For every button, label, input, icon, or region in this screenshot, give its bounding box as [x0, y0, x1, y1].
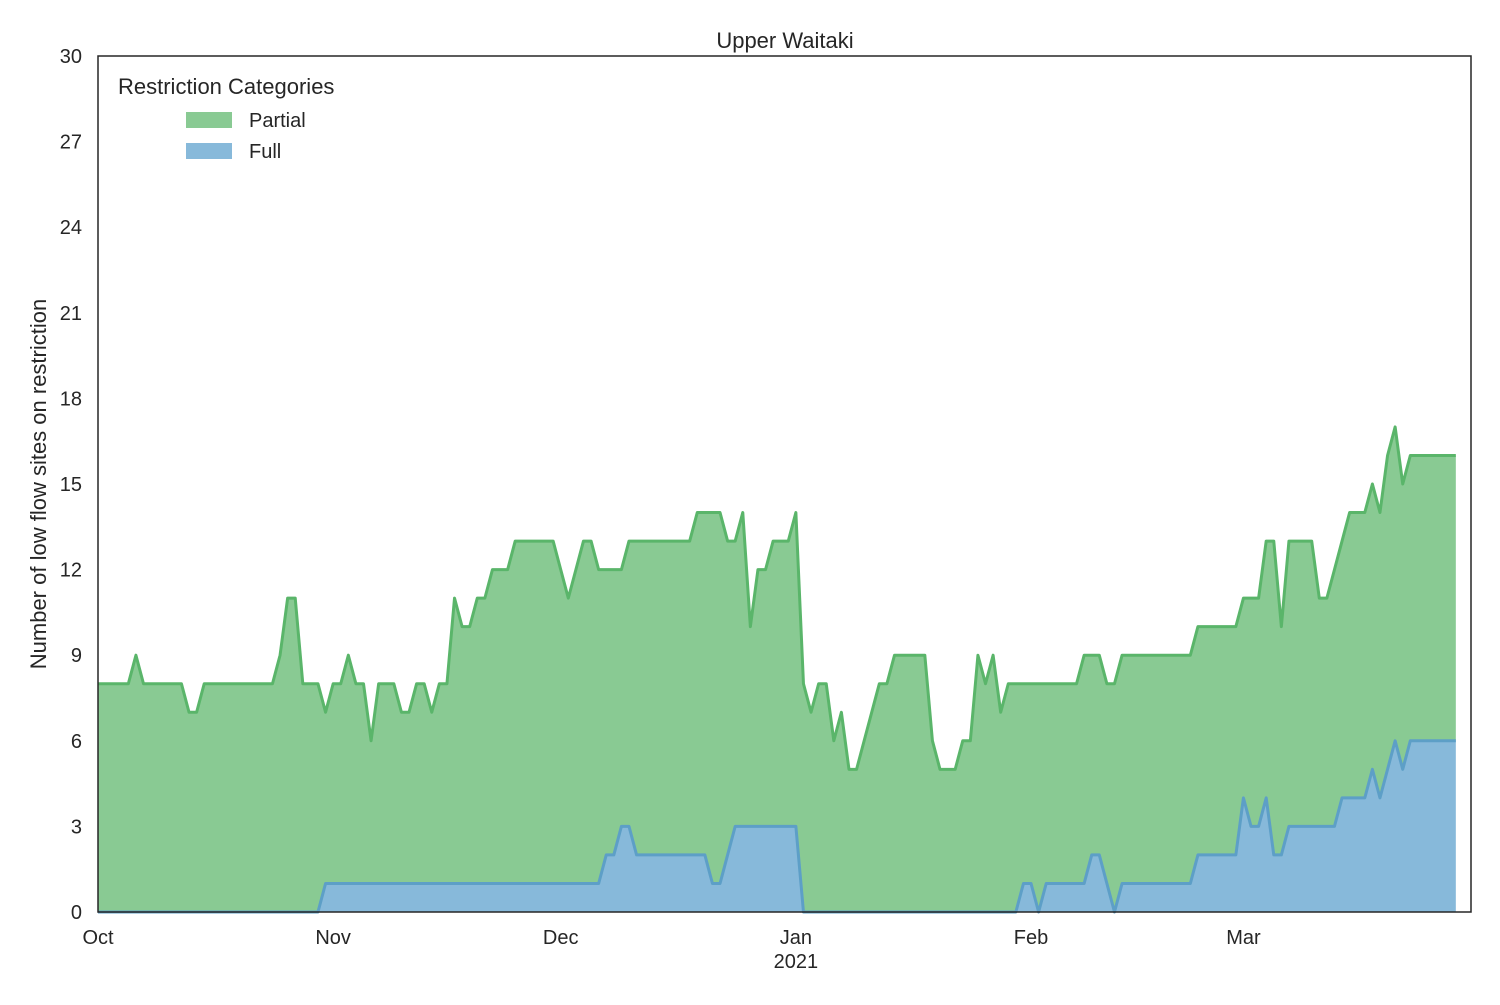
legend-swatch-partial	[186, 112, 232, 128]
y-axis-label: Number of low flow sites on restriction	[26, 299, 51, 669]
y-tick-label: 27	[60, 132, 82, 154]
x-axis-ticks: Oct Nov Dec Jan Feb Mar 2021	[82, 927, 1261, 973]
series-line-partial	[98, 425, 1456, 771]
legend-label-partial: Partial	[249, 110, 306, 132]
y-tick-label: 15	[60, 474, 82, 496]
legend-swatch-full	[186, 143, 232, 159]
y-tick-label: 9	[71, 645, 82, 667]
y-axis-ticks: 0 3 6 9 12 15 18 21 24 27 30	[60, 46, 82, 924]
legend-label-full: Full	[249, 141, 281, 163]
legend: Restriction Categories Partial Full	[118, 74, 334, 163]
legend-items: Partial Full	[186, 110, 306, 163]
x-tick-label: Oct	[82, 927, 114, 949]
plot-frame	[97, 55, 1472, 913]
x-tick-label: Jan	[780, 927, 812, 949]
y-tick-label: 3	[71, 816, 82, 838]
x-tick-label: Mar	[1226, 927, 1261, 949]
x-tick-label: Feb	[1014, 927, 1048, 949]
x-tick-label: Dec	[543, 927, 579, 949]
y-tick-label: 6	[71, 731, 82, 753]
y-tick-label: 18	[60, 388, 82, 410]
y-tick-label: 12	[60, 560, 82, 582]
y-tick-label: 21	[60, 303, 82, 325]
legend-title: Restriction Categories	[118, 74, 334, 99]
y-tick-label: 24	[60, 217, 82, 239]
x-year-label: 2021	[774, 951, 819, 973]
y-tick-label: 0	[71, 902, 82, 924]
chart-areas	[98, 425, 1456, 914]
series-area-partial	[98, 426, 1456, 912]
y-tick-label: 30	[60, 46, 82, 68]
chart-title: Upper Waitaki	[716, 28, 853, 53]
x-tick-label: Nov	[315, 927, 351, 949]
series-line-full	[98, 739, 1456, 914]
